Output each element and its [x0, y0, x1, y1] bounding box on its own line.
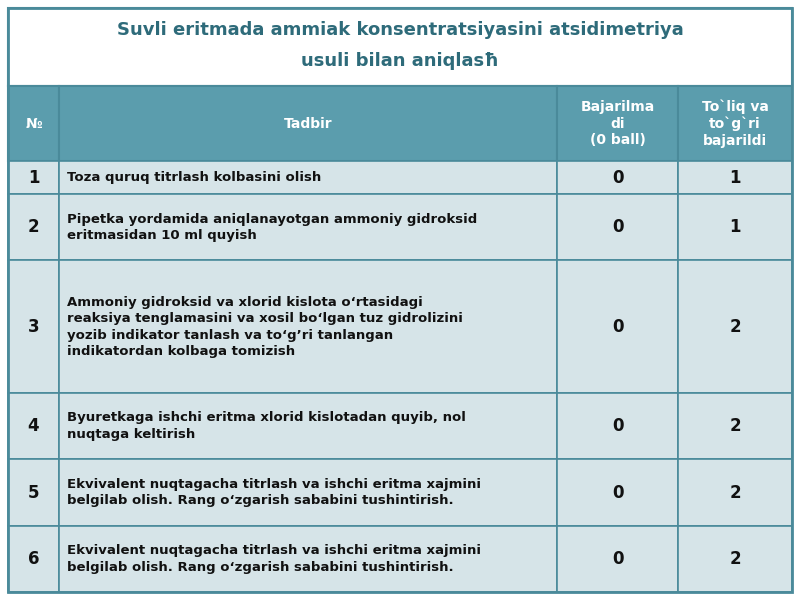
Bar [59, 260, 557, 393]
Text: 0: 0 [612, 417, 623, 435]
Text: Ammoniy gidroksid va xlorid kislota o‘rtasidagi
reaksiya tenglamasini va xosil b: Ammoniy gidroksid va xlorid kislota o‘rt… [67, 296, 463, 358]
Text: Bajarilma
di
(0 ball): Bajarilma di (0 ball) [581, 100, 654, 147]
Text: 3: 3 [28, 318, 39, 336]
Text: 2: 2 [730, 318, 741, 336]
Bar [557, 86, 678, 161]
Bar [8, 161, 59, 194]
Text: 0: 0 [612, 550, 623, 568]
Bar [8, 460, 59, 526]
Text: 2: 2 [28, 218, 39, 236]
Bar [678, 86, 792, 161]
Bar [8, 526, 59, 592]
Text: Pipetka yordamida aniqlanayotgan ammoniy gidroksid
eritmasidan 10 ml quyish: Pipetka yordamida aniqlanayotgan ammoniy… [67, 212, 478, 242]
Text: 0: 0 [612, 318, 623, 336]
Bar [8, 260, 59, 393]
Bar [678, 161, 792, 194]
Text: 5: 5 [28, 484, 39, 502]
Text: 6: 6 [28, 550, 39, 568]
Bar [678, 194, 792, 260]
Bar [557, 526, 678, 592]
Bar [59, 161, 557, 194]
Bar [557, 194, 678, 260]
Bar [557, 161, 678, 194]
Text: 1: 1 [730, 218, 741, 236]
Bar [8, 8, 792, 86]
Text: 0: 0 [612, 484, 623, 502]
Bar [59, 86, 557, 161]
Bar [59, 393, 557, 460]
Text: To`liq va
to`g`ri
bajarildi: To`liq va to`g`ri bajarildi [702, 99, 769, 148]
Text: Tadbir: Tadbir [283, 116, 332, 130]
Text: usuli bilan aniqlasħ: usuli bilan aniqlasħ [302, 52, 498, 70]
Text: 4: 4 [28, 417, 39, 435]
Text: Suvli eritmada ammiak konsentratsiyasini atsidimetriya: Suvli eritmada ammiak konsentratsiyasini… [117, 21, 683, 39]
Text: 2: 2 [730, 550, 741, 568]
Text: Toza quruq titrlash kolbasini olish: Toza quruq titrlash kolbasini olish [67, 171, 322, 184]
Text: 0: 0 [612, 169, 623, 187]
Text: Byuretkaga ishchi eritma xlorid kislotadan quyib, nol
nuqtaga keltirish: Byuretkaga ishchi eritma xlorid kislotad… [67, 412, 466, 441]
Bar [678, 393, 792, 460]
Bar [557, 393, 678, 460]
Text: Ekvivalent nuqtagacha titrlash va ishchi eritma xajmini
belgilab olish. Rang o‘z: Ekvivalent nuqtagacha titrlash va ishchi… [67, 544, 481, 574]
Text: 1: 1 [28, 169, 39, 187]
Bar [59, 460, 557, 526]
Bar [59, 194, 557, 260]
Bar [59, 526, 557, 592]
Bar [8, 86, 59, 161]
Text: 2: 2 [730, 417, 741, 435]
Text: №: № [25, 116, 42, 130]
Text: 0: 0 [612, 218, 623, 236]
Text: 1: 1 [730, 169, 741, 187]
Text: 2: 2 [730, 484, 741, 502]
Bar [678, 526, 792, 592]
Bar [678, 460, 792, 526]
Bar [557, 260, 678, 393]
Bar [678, 260, 792, 393]
Text: Ekvivalent nuqtagacha titrlash va ishchi eritma xajmini
belgilab olish. Rang o‘z: Ekvivalent nuqtagacha titrlash va ishchi… [67, 478, 481, 507]
Bar [8, 194, 59, 260]
Bar [8, 393, 59, 460]
Bar [557, 460, 678, 526]
